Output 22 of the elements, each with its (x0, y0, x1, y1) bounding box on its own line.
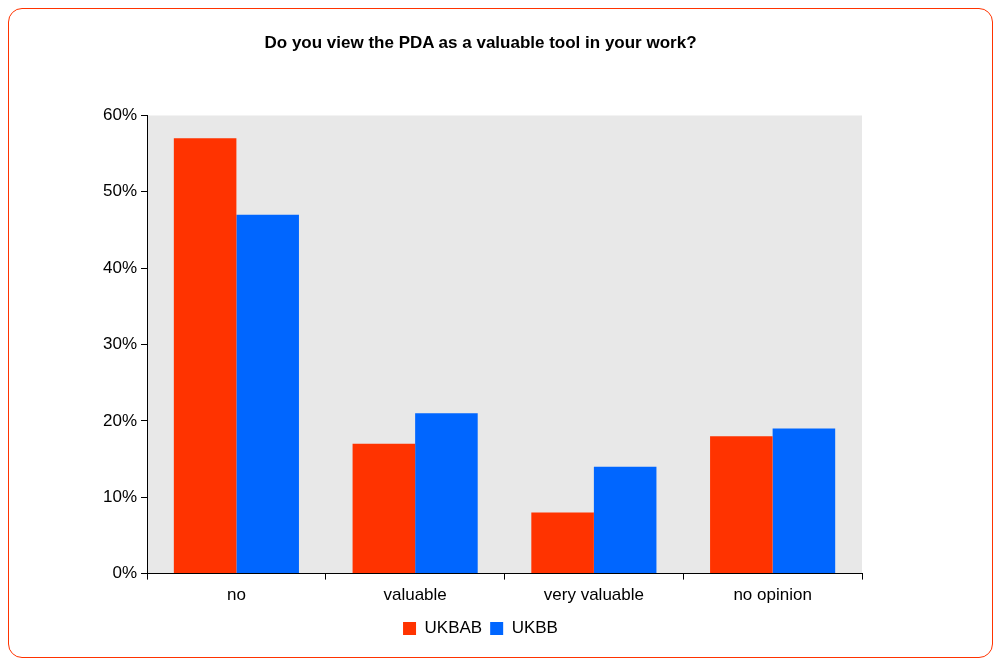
bar (772, 428, 836, 574)
y-tick-label: 30% (102, 334, 138, 354)
y-tick-label: 60% (102, 105, 138, 125)
legend-label: UKBB (511, 618, 558, 638)
y-tick-label: 10% (102, 486, 138, 506)
x-tick-label: very valuable (543, 585, 644, 605)
bar (352, 443, 416, 574)
bar (236, 214, 299, 574)
x-tick-label: no opinion (733, 585, 812, 605)
x-tick-label: valuable (383, 585, 447, 605)
bar (710, 436, 773, 574)
chart-title: Do you view the PDA as a valuable tool in your work? (264, 32, 697, 52)
y-tick-label: 50% (102, 181, 138, 201)
bar (593, 466, 657, 574)
y-tick-label: 0% (112, 563, 138, 583)
legend-label: UKBAB (424, 618, 483, 638)
bar (173, 138, 237, 574)
bar (415, 413, 478, 574)
x-tick-label: no (226, 585, 246, 605)
y-tick-label: 20% (102, 410, 138, 430)
bar (531, 512, 594, 574)
y-tick-label: 40% (102, 257, 138, 277)
